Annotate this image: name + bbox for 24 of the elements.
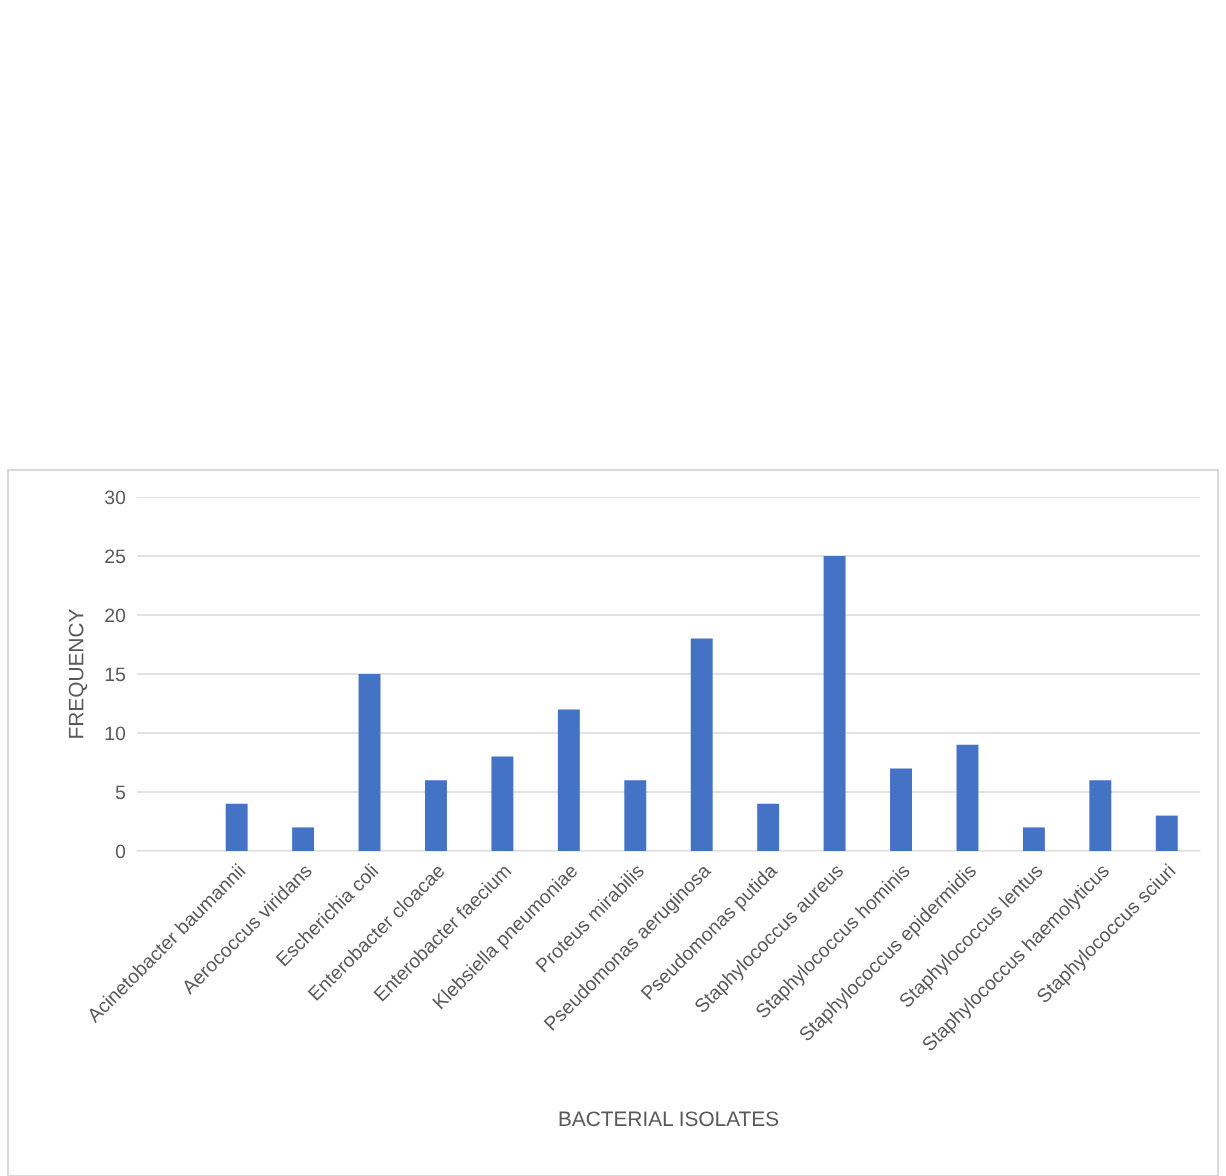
bar: [624, 780, 647, 851]
bar: [956, 744, 979, 851]
y-tick-label: 15: [105, 667, 126, 682]
bar: [1022, 827, 1045, 851]
bar: [1155, 815, 1178, 851]
bar: [823, 556, 846, 851]
y-axis-title: FREQUENCY: [68, 609, 88, 738]
bar: [292, 827, 315, 851]
y-tick-label: 10: [105, 726, 126, 741]
bar: [557, 709, 580, 851]
bar: [491, 756, 514, 851]
y-tick-label: 0: [115, 844, 126, 859]
y-tick-label: 20: [105, 608, 126, 623]
bar: [690, 638, 713, 851]
bar: [757, 803, 780, 851]
bar: [890, 768, 912, 851]
x-axis-title: BACTERIAL ISOLATES: [559, 1111, 779, 1127]
y-tick-label: 5: [115, 785, 126, 800]
bar: [358, 674, 381, 851]
bar: [225, 803, 248, 851]
bar: [425, 780, 447, 851]
y-tick-label: 25: [105, 549, 126, 564]
y-tick-label: 30: [105, 490, 126, 505]
bar: [1089, 780, 1112, 851]
